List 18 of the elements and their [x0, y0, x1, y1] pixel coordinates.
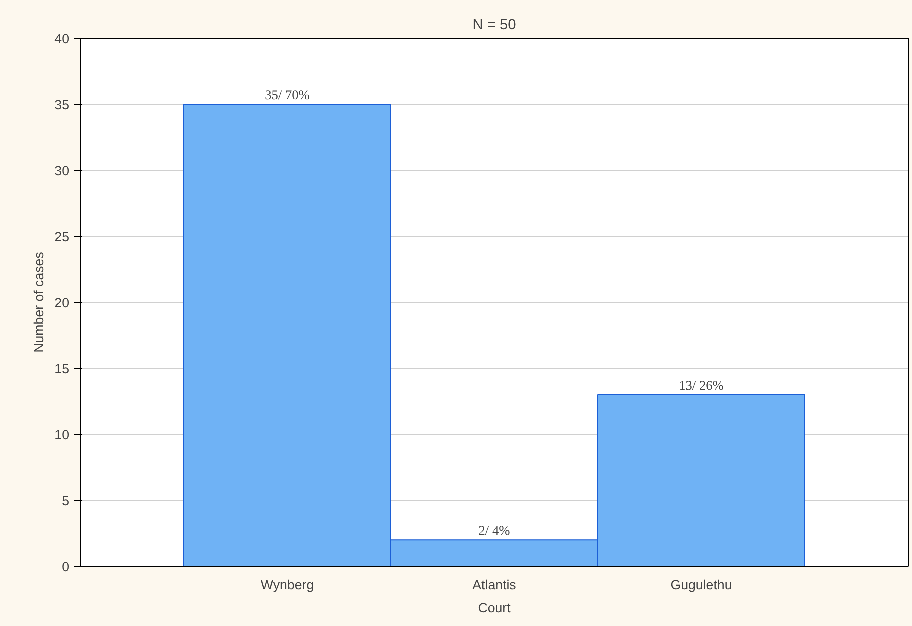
- y-tick-label: 15: [54, 362, 70, 376]
- y-tick-label: 35: [54, 98, 70, 112]
- data-label: 2/ 4%: [478, 523, 510, 538]
- y-tick-label: 5: [62, 494, 70, 508]
- y-tick-label: 10: [54, 428, 70, 442]
- y-tick-label: 30: [54, 164, 70, 178]
- x-tick-label: Atlantis: [472, 578, 517, 592]
- chart-title: N = 50: [472, 18, 516, 34]
- data-label: 35/ 70%: [265, 88, 310, 102]
- y-tick-label: 0: [62, 560, 70, 574]
- data-label: 13/ 26%: [679, 378, 724, 393]
- y-tick-label: 40: [54, 32, 70, 46]
- y-axis-title: Number of cases: [32, 252, 47, 353]
- x-tick-label: Gugulethu: [670, 578, 732, 592]
- x-axis-title: Court: [478, 600, 512, 616]
- y-tick-label: 20: [54, 296, 70, 310]
- y-tick-label: 25: [54, 230, 70, 244]
- x-tick-label: Wynberg: [260, 578, 314, 592]
